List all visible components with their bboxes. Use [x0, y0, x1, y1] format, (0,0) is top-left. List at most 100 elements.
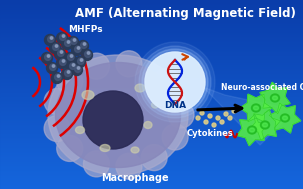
Bar	[0, 35, 303, 36]
Bar	[0, 114, 303, 115]
Circle shape	[220, 120, 224, 124]
Bar	[0, 104, 303, 105]
Circle shape	[55, 45, 58, 47]
Ellipse shape	[262, 123, 268, 127]
Circle shape	[168, 102, 194, 128]
Bar	[0, 18, 303, 19]
Bar	[0, 57, 303, 58]
Bar	[0, 50, 303, 51]
Bar	[0, 33, 303, 34]
Bar	[0, 83, 303, 84]
Bar	[0, 153, 303, 154]
Circle shape	[49, 43, 61, 53]
Circle shape	[62, 35, 65, 37]
Bar	[0, 95, 303, 96]
Ellipse shape	[261, 121, 269, 129]
Bar	[0, 90, 303, 91]
Circle shape	[78, 58, 84, 64]
Bar	[0, 164, 303, 165]
Circle shape	[80, 59, 83, 61]
Bar	[0, 175, 303, 176]
Ellipse shape	[144, 122, 152, 129]
Ellipse shape	[281, 114, 289, 122]
Bar	[0, 60, 303, 61]
Bar	[0, 32, 303, 33]
Bar	[0, 174, 303, 175]
Circle shape	[57, 69, 83, 94]
Bar	[0, 48, 303, 49]
Circle shape	[65, 70, 71, 76]
Bar	[0, 165, 303, 166]
Bar	[0, 142, 303, 143]
Text: Neuro-associated Cells: Neuro-associated Cells	[221, 84, 303, 92]
Bar	[0, 168, 303, 169]
Bar	[0, 43, 303, 44]
Bar	[0, 115, 303, 116]
Bar	[0, 97, 303, 98]
Ellipse shape	[249, 128, 255, 132]
Bar	[0, 23, 303, 24]
Circle shape	[224, 112, 228, 116]
Bar	[0, 46, 303, 47]
Bar	[0, 42, 303, 43]
Circle shape	[72, 64, 82, 75]
Bar	[0, 116, 303, 117]
Bar	[0, 87, 303, 88]
Circle shape	[232, 109, 236, 113]
Ellipse shape	[83, 91, 143, 149]
Bar	[0, 135, 303, 136]
Bar	[0, 78, 303, 79]
Bar	[0, 75, 303, 76]
Bar	[0, 96, 303, 97]
Bar	[0, 160, 303, 161]
Bar	[0, 76, 303, 77]
Ellipse shape	[131, 147, 139, 153]
Circle shape	[57, 75, 60, 77]
Bar	[0, 137, 303, 138]
Bar	[0, 170, 303, 171]
Circle shape	[135, 42, 215, 122]
Ellipse shape	[248, 126, 257, 134]
Circle shape	[62, 68, 72, 80]
Bar	[0, 177, 303, 178]
Bar	[0, 186, 303, 187]
Bar	[0, 6, 303, 7]
Circle shape	[67, 71, 70, 73]
Bar	[0, 20, 303, 21]
Bar	[0, 3, 303, 4]
Bar	[0, 47, 303, 48]
Bar	[0, 88, 303, 89]
Bar	[0, 58, 303, 59]
Circle shape	[46, 63, 58, 74]
Bar	[0, 138, 303, 139]
Bar	[0, 184, 303, 185]
Bar	[0, 100, 303, 101]
Circle shape	[83, 151, 109, 177]
Bar	[0, 159, 303, 160]
Circle shape	[52, 73, 62, 84]
Bar	[0, 64, 303, 65]
Bar	[0, 147, 303, 148]
Bar	[0, 183, 303, 184]
Bar	[0, 59, 303, 60]
Bar	[0, 154, 303, 155]
Ellipse shape	[48, 55, 188, 175]
Circle shape	[77, 47, 80, 49]
Bar	[0, 155, 303, 156]
Ellipse shape	[75, 126, 85, 133]
Polygon shape	[250, 110, 281, 140]
Circle shape	[42, 53, 52, 64]
Bar	[0, 61, 303, 62]
Bar	[0, 54, 303, 55]
Bar	[0, 167, 303, 168]
Bar	[0, 17, 303, 18]
Ellipse shape	[100, 145, 110, 152]
Bar	[0, 13, 303, 14]
Bar	[0, 110, 303, 111]
Bar	[0, 84, 303, 85]
Ellipse shape	[254, 106, 258, 110]
Circle shape	[60, 51, 63, 53]
Bar	[0, 130, 303, 131]
Bar	[0, 10, 303, 11]
Bar	[0, 52, 303, 53]
